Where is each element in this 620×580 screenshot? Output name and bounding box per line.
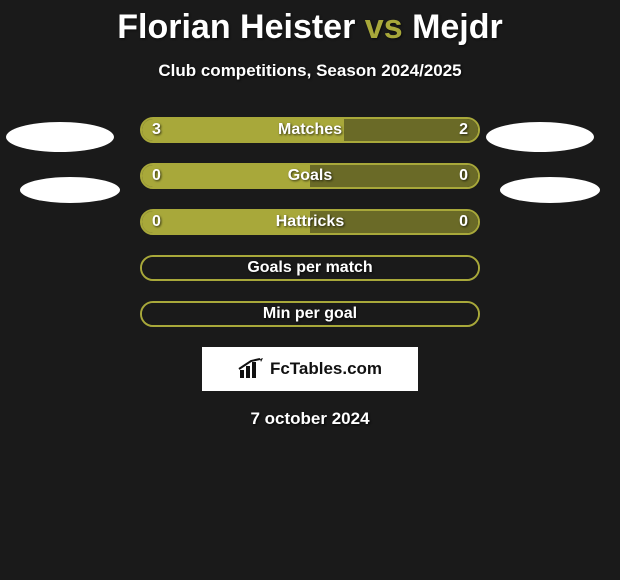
stat-value-right: 0 bbox=[459, 167, 468, 185]
stat-value-left: 0 bbox=[152, 167, 161, 185]
brand-chart-icon bbox=[238, 358, 264, 380]
stat-label: Goals per match bbox=[140, 259, 480, 277]
snapshot-date: 7 october 2024 bbox=[0, 409, 620, 429]
stat-value-right: 2 bbox=[459, 121, 468, 139]
stat-value-left: 0 bbox=[152, 213, 161, 231]
vs-text: vs bbox=[365, 8, 403, 46]
stat-value-left: 3 bbox=[152, 121, 161, 139]
brand-box: FcTables.com bbox=[202, 347, 418, 391]
decorative-ellipse bbox=[6, 122, 114, 152]
subtitle: Club competitions, Season 2024/2025 bbox=[0, 61, 620, 81]
stat-row: Goals per match bbox=[140, 255, 480, 281]
stat-label: Goals bbox=[140, 167, 480, 185]
stat-label: Min per goal bbox=[140, 305, 480, 323]
stat-row: Min per goal bbox=[140, 301, 480, 327]
stat-row: Goals0 0 bbox=[140, 163, 480, 189]
player1-name: Florian Heister bbox=[117, 8, 355, 46]
stat-label: Matches bbox=[140, 121, 480, 139]
stat-row: Matches3 2 bbox=[140, 117, 480, 143]
brand-text: FcTables.com bbox=[270, 359, 382, 379]
comparison-title: Florian Heister vs Mejdr bbox=[0, 0, 620, 47]
stat-value-right: 0 bbox=[459, 213, 468, 231]
decorative-ellipse bbox=[20, 177, 120, 203]
decorative-ellipse bbox=[500, 177, 600, 203]
stat-label: Hattricks bbox=[140, 213, 480, 231]
player2-name: Mejdr bbox=[412, 8, 503, 46]
stat-row: Hattricks0 0 bbox=[140, 209, 480, 235]
decorative-ellipse bbox=[486, 122, 594, 152]
